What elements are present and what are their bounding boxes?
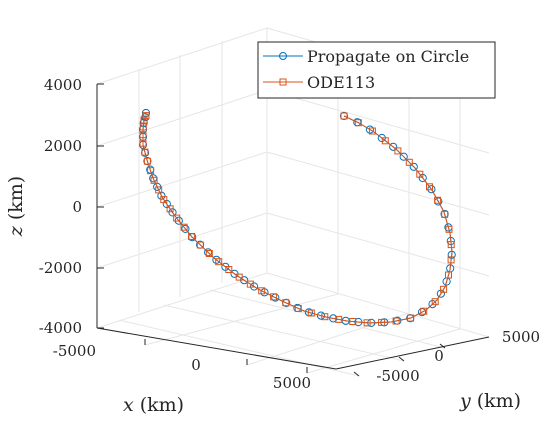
data-point-ode113 xyxy=(166,205,174,213)
z-axis-label: z (km) xyxy=(5,176,27,237)
data-point-ode113 xyxy=(431,298,439,306)
data-point-ode113 xyxy=(321,313,329,321)
tick-labels: 4000 2000 0 -2000 -4000 -5000 0 5000 -50… xyxy=(39,76,540,392)
data-point-ode113 xyxy=(139,131,147,139)
legend-box xyxy=(257,41,496,99)
data-point-ode113 xyxy=(335,315,343,323)
data-point-ode113 xyxy=(139,123,147,131)
data-point-ode113 xyxy=(349,318,357,325)
series-line-ode113 xyxy=(142,113,453,324)
data-point-ode113 xyxy=(441,210,449,218)
data-point-ode113 xyxy=(258,287,266,295)
data-point-ode113 xyxy=(340,112,348,120)
data-point-ode113 xyxy=(205,250,213,257)
data-point-propagate xyxy=(389,142,398,151)
data-point-ode113 xyxy=(142,112,150,120)
x-tick-label: 5000 xyxy=(273,374,311,392)
legend-marker-propagate xyxy=(279,52,287,60)
data-point-ode113 xyxy=(394,147,402,155)
data-point-ode113 xyxy=(447,256,455,264)
data-point-ode113 xyxy=(405,158,413,166)
data-point-ode113 xyxy=(141,148,149,156)
data-point-propagate xyxy=(181,224,190,233)
data-point-ode113 xyxy=(225,266,233,273)
data-point-propagate xyxy=(409,162,418,171)
data-point-ode113 xyxy=(180,223,188,231)
legend: Propagate on Circle ODE113 xyxy=(257,41,496,99)
data-point-ode113 xyxy=(392,317,400,325)
data-point-ode113 xyxy=(447,241,455,249)
x-axis-unit: (km) xyxy=(140,394,184,416)
legend-label-ode113: ODE113 xyxy=(307,73,375,92)
data-point-ode113 xyxy=(426,183,433,191)
data-point-ode113 xyxy=(150,176,158,184)
x-tick-label: 0 xyxy=(191,356,201,374)
data-point-ode113 xyxy=(445,271,452,279)
x-tick-label: -5000 xyxy=(53,342,96,360)
data-point-propagate xyxy=(250,282,259,291)
series-line-propagate xyxy=(142,113,453,324)
z-axis-variable: z xyxy=(5,225,27,237)
data-point-propagate xyxy=(427,185,436,194)
data-point-ode113 xyxy=(381,137,389,145)
data-point-ode113 xyxy=(160,196,168,204)
y-tick-label: -5000 xyxy=(376,367,419,385)
series-propagate-on-circle xyxy=(138,108,456,327)
data-point-ode113 xyxy=(407,314,415,322)
data-point-ode113 xyxy=(246,280,254,288)
legend-marker-ode113 xyxy=(279,78,287,86)
y-tick-label: 0 xyxy=(434,347,444,365)
z-tick-label: 0 xyxy=(72,198,82,216)
data-point-ode113 xyxy=(143,157,151,165)
data-point-ode113 xyxy=(147,167,155,175)
data-point-ode113 xyxy=(215,258,223,266)
data-point-ode113 xyxy=(363,319,371,327)
y-tick-label: 5000 xyxy=(502,328,540,346)
y-axis-unit: (km) xyxy=(477,390,521,412)
data-point-ode113 xyxy=(445,225,453,233)
y-axis-label: y (km) xyxy=(459,390,521,412)
data-point-propagate xyxy=(316,311,326,320)
axes-lines xyxy=(96,83,490,377)
z-tick-label: 2000 xyxy=(44,137,82,155)
data-point-ode113 xyxy=(378,318,386,326)
data-point-ode113 xyxy=(139,139,147,147)
data-point-ode113 xyxy=(270,293,278,301)
y-axis-variable: y xyxy=(459,390,471,412)
data-point-ode113 xyxy=(196,241,204,249)
data-point-propagate xyxy=(204,248,213,257)
data-point-propagate xyxy=(329,314,338,323)
z-tick-label: -4000 xyxy=(39,319,82,337)
legend-label-propagate: Propagate on Circle xyxy=(307,47,469,66)
data-point-ode113 xyxy=(282,299,290,307)
data-point-ode113 xyxy=(188,233,196,240)
data-point-ode113 xyxy=(368,127,376,135)
data-point-propagate xyxy=(168,208,177,217)
data-point-ode113 xyxy=(434,196,442,204)
data-point-ode113 xyxy=(173,214,181,222)
z-axis-unit: (km) xyxy=(5,176,27,220)
data-point-ode113 xyxy=(416,170,424,178)
data-point-ode113 xyxy=(440,285,448,293)
data-point-ode113 xyxy=(354,119,362,127)
z-tick-label: -2000 xyxy=(39,259,82,277)
data-point-ode113 xyxy=(420,307,428,315)
x-axis-variable: x xyxy=(123,394,134,416)
x-axis-label: x (km) xyxy=(123,394,184,416)
series-ode113 xyxy=(139,112,455,327)
data-point-propagate xyxy=(339,111,349,121)
data-point-ode113 xyxy=(235,273,243,281)
data-point-ode113 xyxy=(307,309,315,317)
data-point-ode113 xyxy=(294,304,302,312)
data-point-ode113 xyxy=(155,186,163,194)
data-point-ode113 xyxy=(140,116,148,124)
z-tick-label: 4000 xyxy=(44,76,82,94)
data-point-propagate xyxy=(212,255,221,264)
data-point-propagate xyxy=(399,152,408,161)
